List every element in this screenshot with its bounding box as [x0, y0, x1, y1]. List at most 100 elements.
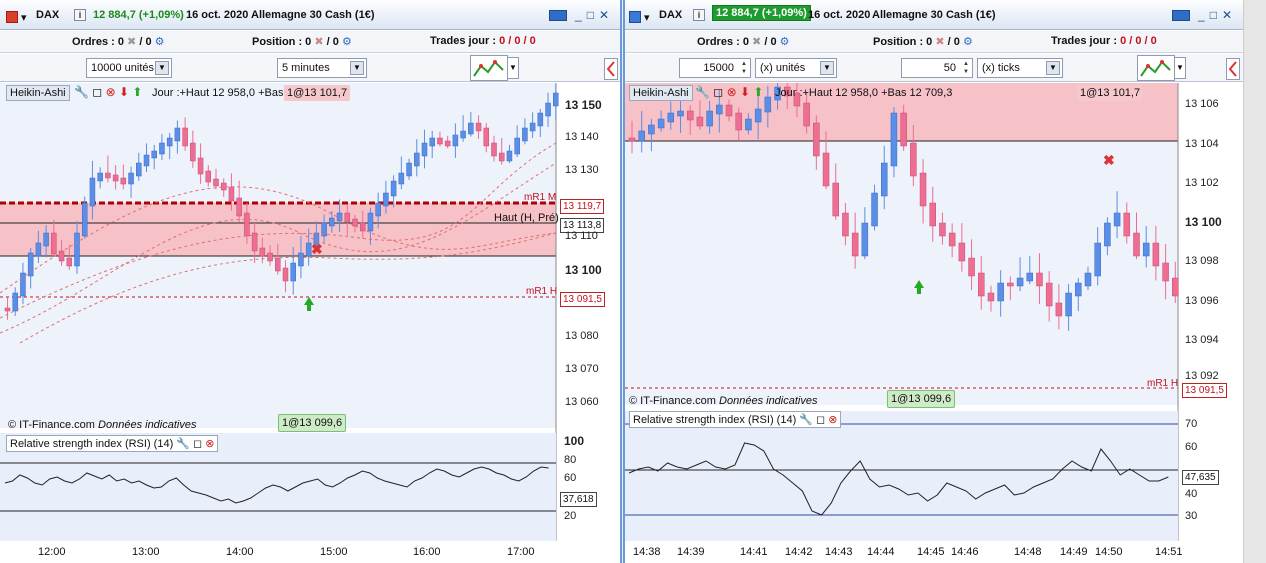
- time-tick: 12:00: [38, 546, 66, 558]
- maximize-icon[interactable]: □: [1209, 8, 1222, 22]
- vertical-scrollbar[interactable]: [1243, 0, 1266, 563]
- price-tick: 13 100: [1185, 215, 1222, 229]
- order-pill-bottom[interactable]: 1@13 099,6: [278, 414, 347, 432]
- candle-body: [948, 232, 956, 247]
- quantity-input[interactable]: 15000 ▲ ▼: [679, 58, 751, 78]
- period-select[interactable]: 5 minutes ▼: [277, 58, 367, 78]
- indicator-label[interactable]: Heikin-Ashi: [629, 85, 693, 101]
- indicator-tools[interactable]: 🔧 ◻ ⊗ ⬇ ⬆: [695, 85, 764, 99]
- chart-tools-button[interactable]: [470, 55, 508, 81]
- chart-type-icon[interactable]: ▾: [6, 9, 27, 24]
- price-tick: 13 102: [1185, 177, 1219, 189]
- time-tick: 14:48: [1014, 546, 1042, 558]
- candle-body: [987, 292, 995, 302]
- trades-info: Trades jour : 0 / 0 / 0: [1051, 35, 1157, 47]
- order-pill-bottom[interactable]: 1@13 099,6: [887, 390, 956, 408]
- candle-body: [375, 202, 381, 217]
- window-titlebar[interactable]: ▾ DAX i 12 884,7 (+1,09%) 16 oct. 2020 A…: [0, 0, 620, 30]
- rsi-tick: 60: [1185, 441, 1198, 453]
- price-tick: 13 150: [565, 98, 602, 112]
- rsi-header[interactable]: Relative strength index (RSI) (14) 🔧 ◻ ⊗: [6, 435, 219, 452]
- candle-body: [468, 122, 474, 135]
- symbol-label: DAX: [36, 9, 60, 21]
- candle-body: [151, 150, 157, 159]
- time-tick: 13:00: [132, 546, 160, 558]
- candle-body: [398, 172, 405, 185]
- candle-body: [236, 197, 242, 217]
- candle-body: [716, 104, 723, 115]
- close-icon[interactable]: ✕: [598, 8, 614, 22]
- candle-body: [900, 112, 907, 147]
- candle-body: [120, 177, 127, 185]
- candle-body: [27, 252, 34, 277]
- position-info[interactable]: Position : 0 ✖ / 0 ⚙: [873, 36, 973, 48]
- chart-tools-dropdown[interactable]: ▼: [1174, 57, 1186, 79]
- candle-body: [657, 118, 665, 129]
- candle-body: [1016, 277, 1024, 287]
- minimize-icon[interactable]: _: [1198, 8, 1210, 22]
- rsi-line: [4, 466, 549, 504]
- candle-body: [367, 212, 374, 232]
- orders-info[interactable]: Ordres : 0 ✖ / 0 ⚙: [72, 36, 165, 48]
- rsi-header[interactable]: Relative strength index (RSI) (14) 🔧 ◻ ⊗: [629, 411, 842, 428]
- candle-body: [1172, 277, 1179, 297]
- window-titlebar[interactable]: ▾ DAX i 12 884,7 (+1,09%) 16 oct. 2020 A…: [625, 0, 1243, 30]
- candle-body: [822, 152, 830, 187]
- moving-average: [0, 186, 557, 294]
- chart-tools-button[interactable]: [1137, 55, 1175, 81]
- candle-body: [444, 140, 451, 147]
- candle-body: [764, 96, 772, 113]
- candle-body: [220, 182, 227, 191]
- quantity-bar: 10000 unités ▼ 5 minutes ▼ ▼: [0, 54, 620, 82]
- price-chart-right[interactable]: ✖: [625, 83, 1243, 563]
- quantity-select[interactable]: 10000 unités ▼: [86, 58, 172, 78]
- time-tick: 14:44: [867, 546, 895, 558]
- indicator-label[interactable]: Heikin-Ashi: [6, 85, 70, 101]
- candle-body: [1084, 272, 1092, 287]
- price-tick: 13 096: [1185, 295, 1219, 307]
- candle-body: [890, 112, 898, 167]
- candle-body: [919, 172, 927, 207]
- keyboard-icon[interactable]: [548, 10, 567, 22]
- candle-body: [81, 202, 88, 237]
- price-tick: 13 092: [1185, 370, 1219, 382]
- candle-body: [774, 86, 781, 101]
- price-chart-left[interactable]: ✖: [0, 83, 620, 563]
- position-info[interactable]: Position : 0 ✖ / 0 ⚙: [252, 36, 352, 48]
- order-bar: Ordres : 0 ✖ / 0 ⚙ Position : 0 ✖ / 0 ⚙ …: [0, 31, 620, 53]
- candle-body: [290, 262, 296, 282]
- keyboard-icon[interactable]: [1171, 10, 1190, 22]
- ticks-input[interactable]: 50 ▲ ▼: [901, 58, 973, 78]
- candle-body: [12, 292, 18, 312]
- time-tick: 14:42: [785, 546, 813, 558]
- order-pill-top[interactable]: 1@13 101,7: [284, 85, 351, 101]
- candle-body: [321, 222, 327, 237]
- close-icon[interactable]: ✕: [1221, 8, 1237, 22]
- symbol-label: DAX: [659, 9, 683, 21]
- minimize-icon[interactable]: _: [575, 8, 587, 22]
- indicator-tools[interactable]: 🔧 ◻ ⊗ ⬇ ⬆: [74, 85, 143, 99]
- candle-body: [475, 122, 482, 132]
- chart-type-icon[interactable]: ▾: [629, 9, 650, 24]
- date-label: 16 oct. 2020: [808, 9, 871, 21]
- orders-gear-icon: ⚙: [779, 36, 790, 48]
- price-tick: 13 100: [565, 263, 602, 277]
- candle-body: [205, 170, 212, 183]
- ticks-unit-select[interactable]: (x) ticks ▼: [977, 58, 1063, 78]
- info-icon[interactable]: i: [693, 9, 705, 21]
- candle-body: [1036, 272, 1043, 287]
- info-icon[interactable]: i: [74, 9, 86, 21]
- quantity-unit-select[interactable]: (x) unités ▼: [755, 58, 837, 78]
- side-panel-toggle[interactable]: [1226, 58, 1240, 80]
- candle-body: [939, 222, 946, 237]
- candle-body: [880, 162, 888, 197]
- candle-body: [677, 110, 684, 117]
- candle-body: [498, 152, 505, 162]
- order-pill-top[interactable]: 1@13 101,7: [1077, 85, 1144, 101]
- maximize-icon[interactable]: □: [586, 8, 599, 22]
- side-panel-toggle[interactable]: [604, 58, 618, 80]
- chart-tools-dropdown[interactable]: ▼: [507, 57, 519, 79]
- orders-info[interactable]: Ordres : 0 ✖ / 0 ⚙: [697, 36, 790, 48]
- candle-body: [871, 192, 878, 227]
- rsi-value-tag: 37,618: [560, 492, 597, 507]
